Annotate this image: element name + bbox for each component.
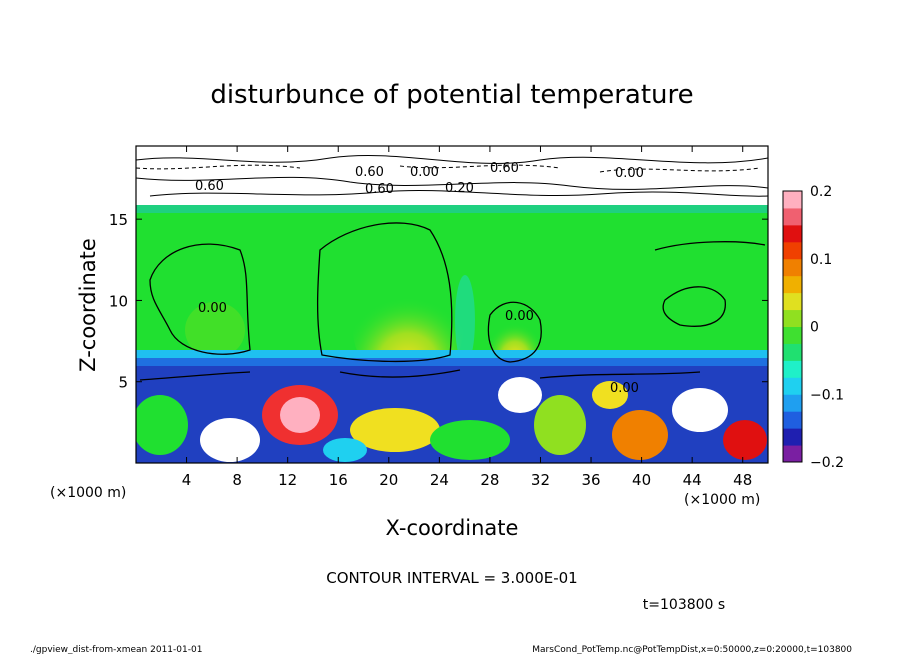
contour-label: 0.00	[505, 309, 534, 324]
plot-frame	[135, 145, 769, 464]
contour-label: 0.60	[490, 161, 519, 176]
x-tick-label: 4	[182, 471, 192, 489]
x-tick-label: 12	[278, 471, 297, 489]
colorbar-swatch	[783, 275, 802, 294]
colorbar-swatch	[783, 207, 802, 226]
x-tick-label: 40	[632, 471, 651, 489]
colorbar-tick-label: −0.2	[810, 455, 844, 471]
colorbar-swatch	[783, 445, 802, 463]
contour-interval-text: CONTOUR INTERVAL = 3.000E-01	[326, 569, 577, 587]
bl-blob	[498, 377, 542, 413]
colorbar-tick-label: −0.1	[810, 387, 844, 403]
y-axis-title: Z-coordinate	[76, 238, 100, 372]
contour-label: 0.60	[365, 182, 394, 197]
colorbar-swatch	[783, 360, 802, 378]
cold-band-1	[136, 350, 768, 358]
colorbar-swatch	[783, 224, 802, 243]
x-axis-title: X-coordinate	[386, 516, 519, 540]
cold-band-2	[136, 358, 768, 366]
contour-label: 0.00	[410, 165, 439, 180]
colorbar-tick-label: 0.1	[810, 252, 832, 268]
contour-label: 0.00	[610, 381, 639, 396]
cool-column	[455, 275, 475, 365]
bl-blob	[280, 397, 320, 433]
bl-blob	[672, 388, 728, 432]
colorbar-swatch	[783, 241, 802, 260]
x-tick-label: 16	[329, 471, 348, 489]
colorbar-swatch	[783, 326, 802, 344]
bl-blob	[723, 420, 767, 460]
colorbar	[783, 191, 802, 463]
footer-right: MarsCond_PotTemp.nc@PotTempDist,x=0:5000…	[532, 645, 852, 654]
colorbar-swatch	[783, 377, 802, 395]
x-tick-label: 28	[480, 471, 499, 489]
bl-blob	[592, 381, 628, 409]
chart-title: disturbunce of potential temperature	[210, 80, 693, 110]
x-tick-label: 8	[232, 471, 242, 489]
warm-plume-left	[185, 302, 245, 358]
contour-label: 0.00	[615, 166, 644, 181]
colorbar-swatch	[783, 411, 802, 429]
footer-left: ./gpview_dist-from-xmean 2011-01-01	[30, 645, 202, 654]
plot-field	[136, 146, 768, 463]
y-unit-label: (×1000 m)	[684, 492, 760, 508]
colorbar-swatch	[783, 428, 802, 446]
colorbar-swatch	[783, 292, 802, 311]
colorbar-frame	[782, 190, 803, 463]
colorbar-swatch	[783, 258, 802, 277]
bl-blob	[612, 410, 668, 460]
colorbar-swatch	[783, 343, 802, 361]
upper-contours	[136, 155, 768, 197]
x-tick-label: 20	[379, 471, 398, 489]
colorbar-ticks: 0.2 0.1 0 −0.1 −0.2	[810, 184, 844, 471]
bl-blob	[534, 395, 586, 455]
contour-label: 0.20	[445, 181, 474, 196]
contour-lines	[139, 222, 766, 381]
time-label: t=103800 s	[643, 597, 725, 613]
x-tick-label: 32	[531, 471, 550, 489]
y-axis: 5 10 15	[109, 211, 768, 392]
x-tick-label: 36	[581, 471, 600, 489]
layer-top-edge	[136, 205, 768, 213]
bl-blob	[350, 408, 440, 452]
colorbar-tick-label: 0	[810, 320, 819, 336]
y-tick-label: 10	[109, 292, 128, 310]
y-tick-label: 15	[109, 211, 128, 229]
colorbar-tick-label: 0.2	[810, 184, 832, 200]
x-unit-label: (×1000 m)	[50, 485, 126, 501]
x-tick-label: 48	[733, 471, 752, 489]
colorbar-swatch	[783, 309, 802, 327]
y-tick-label: 5	[118, 374, 128, 392]
bl-blob	[136, 395, 188, 455]
upper-layer	[136, 146, 768, 208]
bl-blob	[323, 438, 367, 462]
x-tick-label: 24	[430, 471, 449, 489]
x-axis: 4 8 12 16 20 24 28 32 36 40 44 48	[182, 146, 752, 489]
bl-blob	[430, 420, 510, 460]
contour-label: 0.00	[198, 301, 227, 316]
colorbar-swatch	[783, 191, 802, 209]
x-tick-label: 44	[683, 471, 702, 489]
contour-label-group: 0.00 0.00 0.00 0.60 0.00 0.60 0.60 0.20 …	[195, 161, 644, 396]
contour-label: 0.60	[355, 165, 384, 180]
contour-label: 0.60	[195, 179, 224, 194]
colorbar-swatch	[783, 394, 802, 412]
bl-blob	[200, 418, 260, 462]
